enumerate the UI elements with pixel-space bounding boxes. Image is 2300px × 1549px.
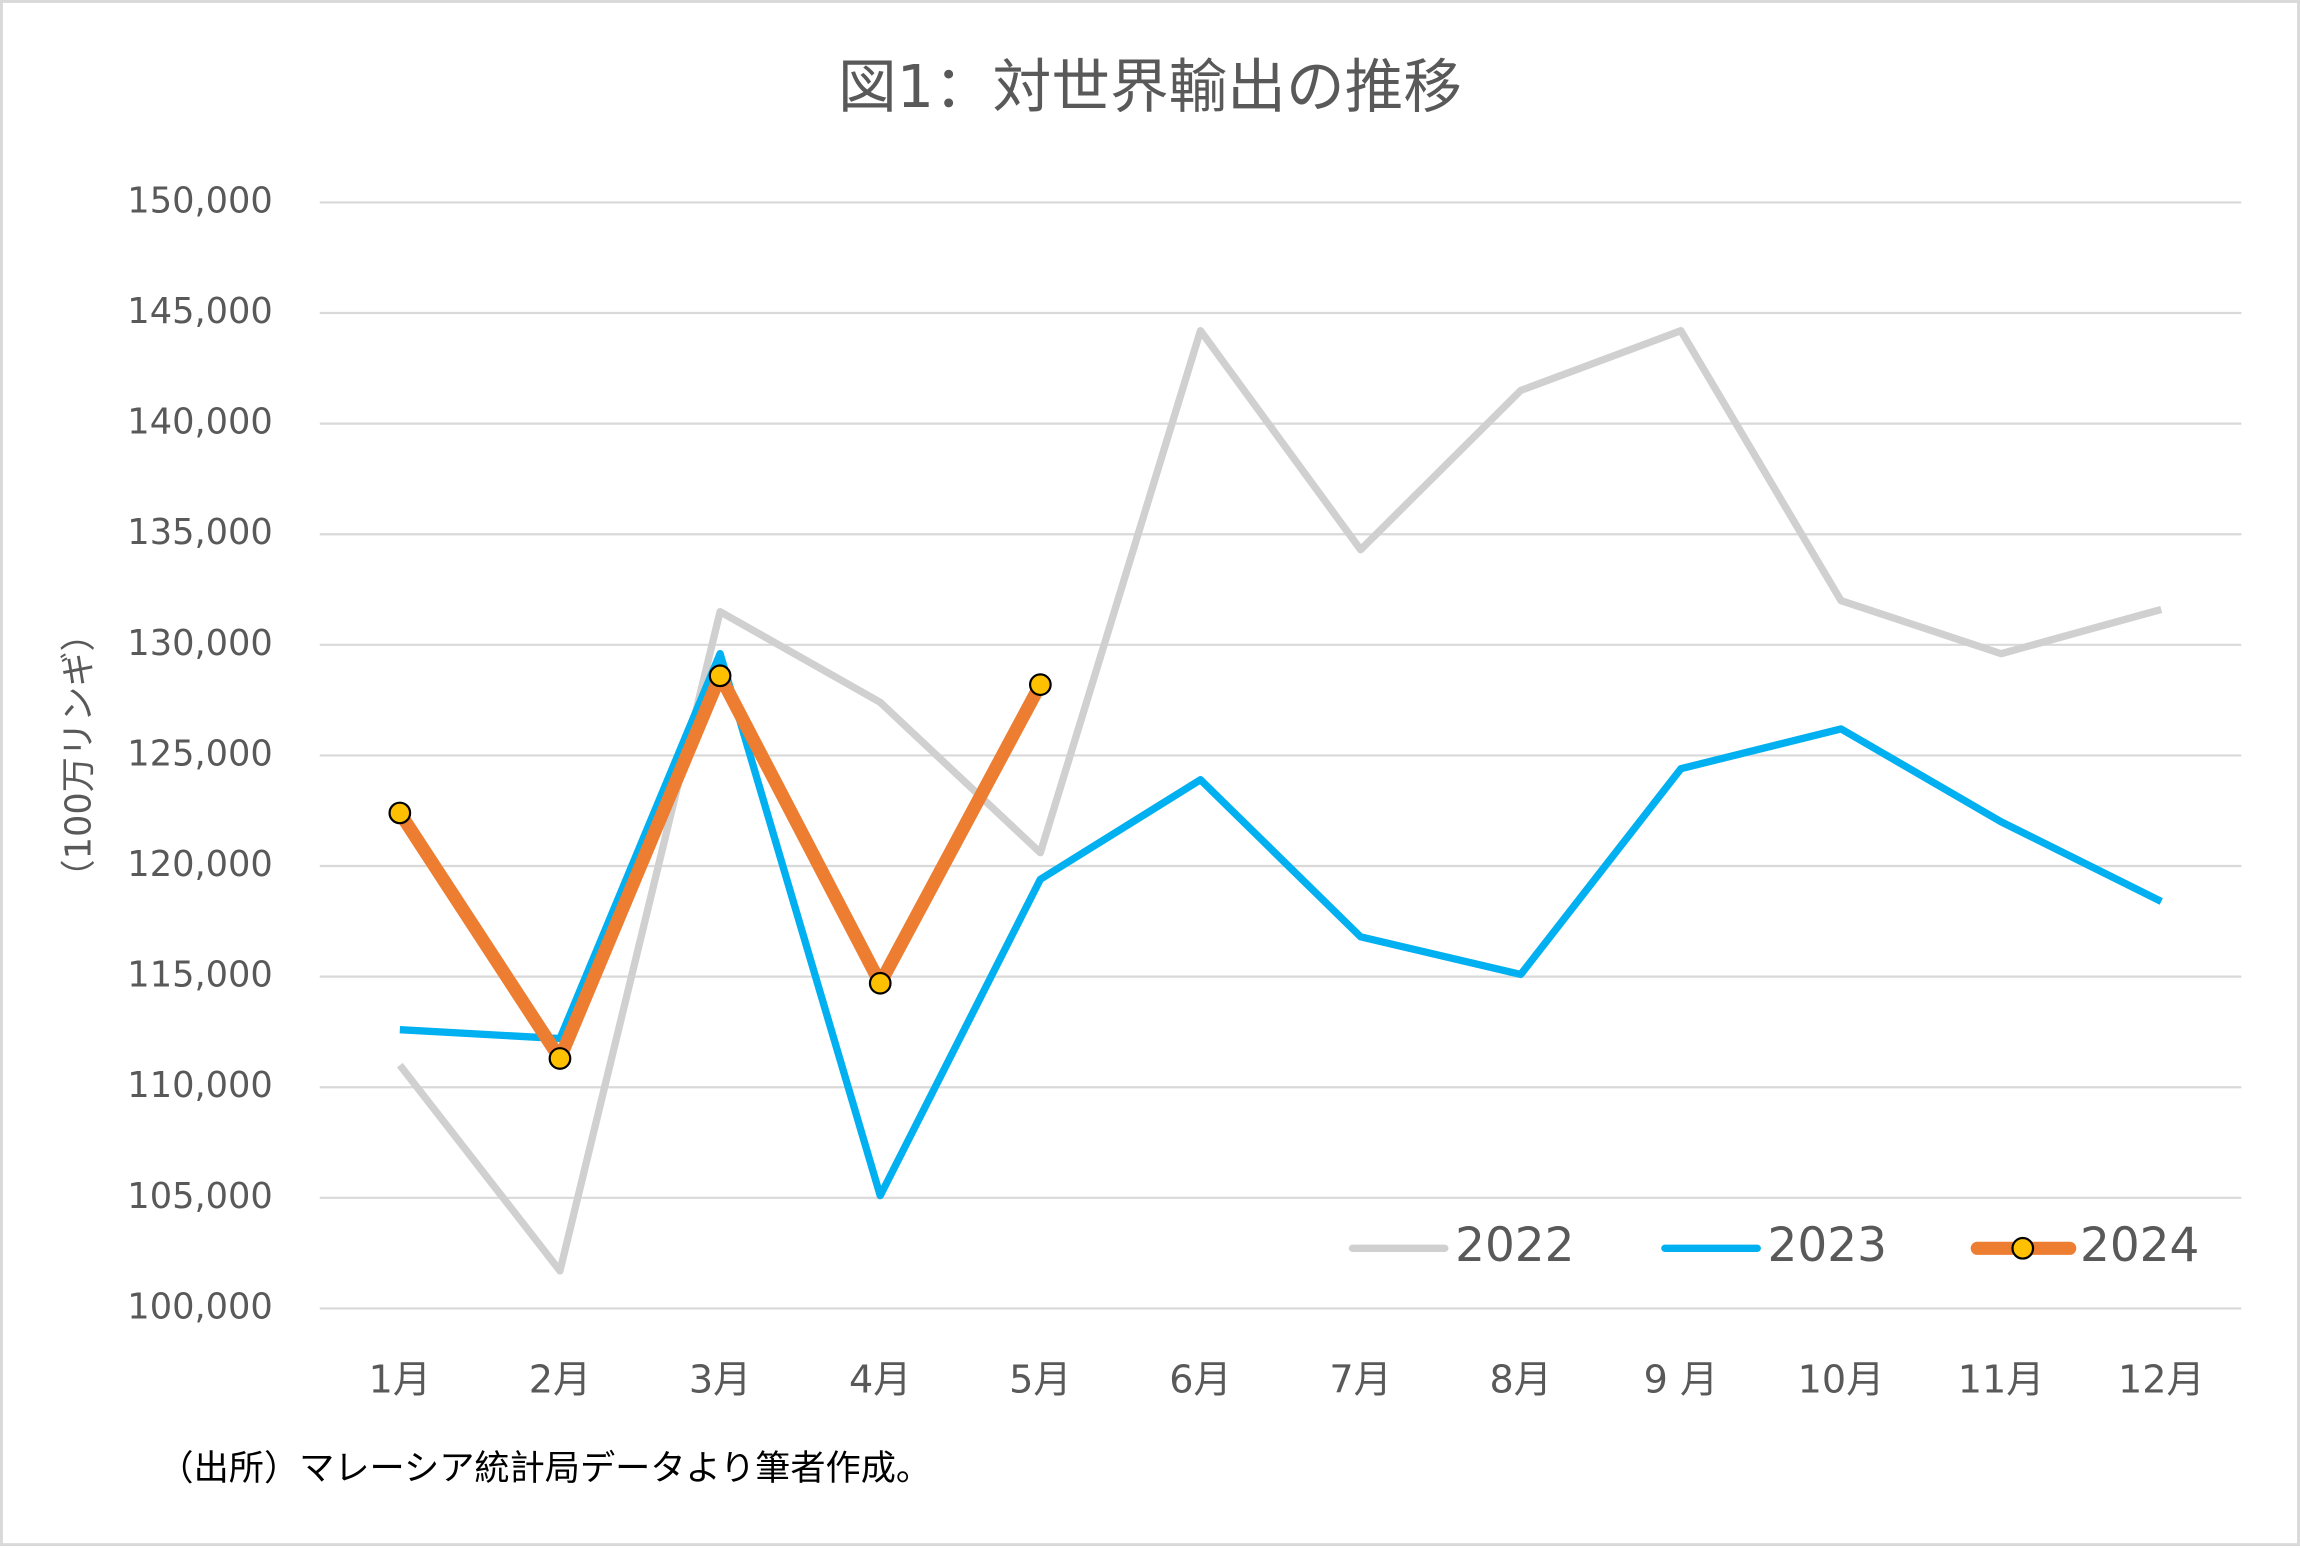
x-tick-label: 5月 <box>1009 1357 1071 1401</box>
marker <box>388 801 412 825</box>
y-tick-label: 150,000 <box>127 180 273 221</box>
x-tick-label: 1月 <box>369 1357 431 1401</box>
x-tick-label: 8月 <box>1490 1357 1552 1401</box>
x-tick-label: 2月 <box>529 1357 591 1401</box>
y-tick-label: 125,000 <box>127 733 273 774</box>
x-tick-label: 7月 <box>1329 1357 1391 1401</box>
marker <box>868 971 892 995</box>
legend-label: 2024 <box>2080 1218 2199 1273</box>
x-tick-label: 3月 <box>689 1357 751 1401</box>
y-tick-label: 110,000 <box>127 1065 273 1106</box>
chart-title: 図1：対世界輸出の推移 <box>838 53 1462 121</box>
y-axis-label: （100万リンギ） <box>59 616 100 894</box>
marker <box>708 664 732 688</box>
y-tick-label: 140,000 <box>127 402 273 443</box>
x-tick-label: 12月 <box>2118 1357 2205 1401</box>
y-tick-label: 100,000 <box>127 1286 273 1327</box>
series-line <box>399 650 2163 1200</box>
x-tick-label: 10月 <box>1798 1357 1885 1401</box>
legend-marker <box>2011 1236 2035 1260</box>
marker <box>1028 673 1052 697</box>
legend-label: 2022 <box>1455 1218 1574 1273</box>
source-note: （出所）マレーシア統計局データより筆者作成。 <box>158 1448 931 1489</box>
y-tick-label: 115,000 <box>127 955 273 996</box>
y-tick-label: 105,000 <box>127 1176 273 1217</box>
y-tick-label: 135,000 <box>127 512 273 553</box>
x-tick-label: 4月 <box>849 1357 911 1401</box>
legend-label: 2023 <box>1768 1218 1887 1273</box>
x-tick-label: 6月 <box>1169 1357 1231 1401</box>
x-tick-label: 9 月 <box>1644 1357 1719 1401</box>
y-tick-label: 130,000 <box>127 623 273 664</box>
y-tick-label: 120,000 <box>127 844 273 885</box>
marker <box>548 1047 572 1070</box>
y-tick-label: 145,000 <box>127 291 273 332</box>
x-tick-label: 11月 <box>1958 1357 2045 1401</box>
